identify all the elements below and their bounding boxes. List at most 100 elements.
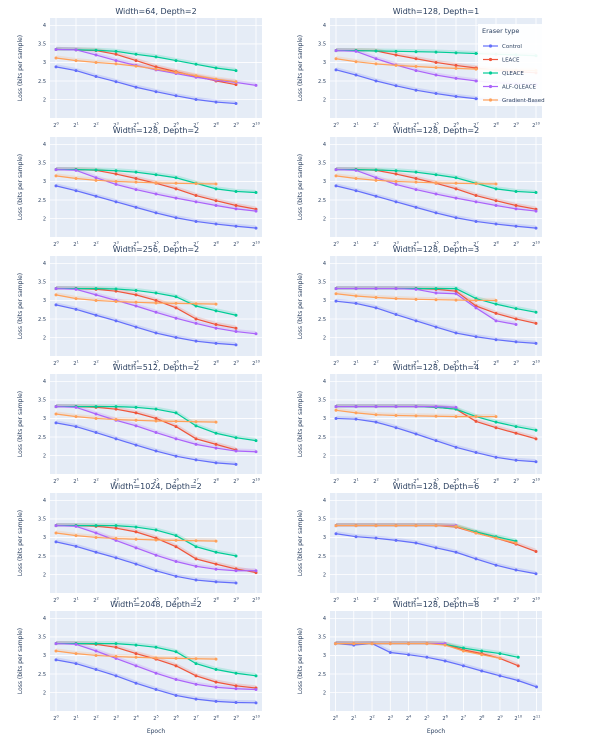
data-point xyxy=(425,655,429,659)
xtick-label: 22 xyxy=(93,122,98,130)
xtick-label: 29 xyxy=(233,715,239,723)
ytick-label: 3.5 xyxy=(318,517,326,523)
data-point xyxy=(234,700,238,704)
ytick-label: 3.5 xyxy=(318,280,326,286)
xtick-label: 25 xyxy=(433,478,438,486)
xtick-label: 27 xyxy=(473,597,478,605)
xtick-label: 22 xyxy=(373,478,378,486)
data-point xyxy=(434,546,438,550)
ytick-label: 3.5 xyxy=(318,635,326,641)
xtick-label: 23 xyxy=(393,122,398,130)
data-point xyxy=(434,405,438,409)
data-point xyxy=(194,662,198,666)
ytick-label: 2 xyxy=(323,690,326,696)
data-point xyxy=(174,181,178,185)
data-point xyxy=(414,319,418,323)
data-point xyxy=(514,307,518,311)
xtick-label: 21 xyxy=(73,360,78,368)
xtick-label: 210 xyxy=(252,597,260,605)
subplot-title: Width=128, Depth=2 xyxy=(113,126,199,135)
ytick-label: 2.5 xyxy=(318,435,326,441)
data-point xyxy=(214,442,218,446)
data-point xyxy=(374,168,378,172)
data-point xyxy=(254,688,258,692)
data-point xyxy=(434,192,438,196)
series-band xyxy=(55,55,237,83)
xtick-label: 29 xyxy=(513,241,519,249)
data-point xyxy=(194,557,198,561)
legend-item: Gradient-Based xyxy=(502,98,545,104)
data-point xyxy=(134,325,138,329)
data-point xyxy=(434,50,438,54)
data-point xyxy=(374,413,378,417)
data-point xyxy=(414,414,418,418)
data-point xyxy=(394,413,398,417)
legend: Eraser type Control LEACE QLEACE ALF-QLEACE G… xyxy=(478,24,558,106)
data-point xyxy=(534,550,538,554)
data-point xyxy=(94,535,98,539)
data-point xyxy=(214,657,218,661)
y-axis-label: Loss (bits per sample) xyxy=(17,391,24,457)
data-point xyxy=(54,531,58,535)
data-point xyxy=(114,289,118,293)
data-point xyxy=(154,192,158,196)
series-line-qleace xyxy=(56,287,237,316)
data-point xyxy=(374,194,378,198)
xtick-label: 21 xyxy=(351,715,356,723)
xtick-label: 22 xyxy=(93,360,98,368)
data-point xyxy=(434,60,438,64)
data-point xyxy=(134,655,138,659)
data-point xyxy=(194,458,198,462)
data-point xyxy=(388,642,392,646)
series-line-qleace xyxy=(55,48,237,72)
data-point xyxy=(434,66,438,70)
data-point xyxy=(414,50,418,54)
data-point xyxy=(154,301,158,305)
data-point xyxy=(394,297,398,301)
data-point xyxy=(334,174,338,178)
data-point xyxy=(414,405,418,409)
data-point xyxy=(54,642,58,646)
ytick-label: 3.5 xyxy=(38,517,46,523)
xtick-label: 27 xyxy=(193,478,198,486)
data-point xyxy=(374,176,378,180)
ytick-label: 3 xyxy=(323,416,326,422)
data-point xyxy=(494,536,498,540)
data-point xyxy=(414,65,418,69)
ytick-label: 2.5 xyxy=(318,198,326,204)
data-point xyxy=(414,297,418,301)
y-axis-label: Loss (bits per sample) xyxy=(297,510,304,576)
data-point xyxy=(514,189,518,193)
ytick-label: 3 xyxy=(43,179,46,185)
xtick-label: 20 xyxy=(53,122,59,130)
xtick-label: 29 xyxy=(497,715,503,723)
data-point xyxy=(74,307,78,311)
xtick-label: 26 xyxy=(453,122,459,130)
data-point xyxy=(354,73,358,77)
legend-item: Control xyxy=(502,44,522,50)
data-point xyxy=(174,437,178,441)
data-point xyxy=(114,182,118,186)
data-point xyxy=(134,85,138,89)
ytick-label: 3.5 xyxy=(38,42,46,48)
xtick-label: 22 xyxy=(93,715,98,723)
data-point xyxy=(434,298,438,302)
data-point xyxy=(234,189,238,193)
xtick-label: 26 xyxy=(173,360,179,368)
xtick-label: 25 xyxy=(424,715,429,723)
data-point xyxy=(254,569,258,573)
xtick-label: 210 xyxy=(252,241,260,249)
data-point xyxy=(194,657,198,661)
ytick-label: 2 xyxy=(323,572,326,578)
xtick-label: 21 xyxy=(73,122,78,130)
data-point xyxy=(214,341,218,345)
data-point xyxy=(474,415,478,419)
xtick-label: 22 xyxy=(373,360,378,368)
data-point xyxy=(454,63,458,67)
data-point xyxy=(234,343,238,347)
data-point xyxy=(134,64,138,68)
data-point xyxy=(434,181,438,185)
data-point xyxy=(94,668,98,672)
data-point xyxy=(514,541,518,545)
data-point xyxy=(414,432,418,436)
